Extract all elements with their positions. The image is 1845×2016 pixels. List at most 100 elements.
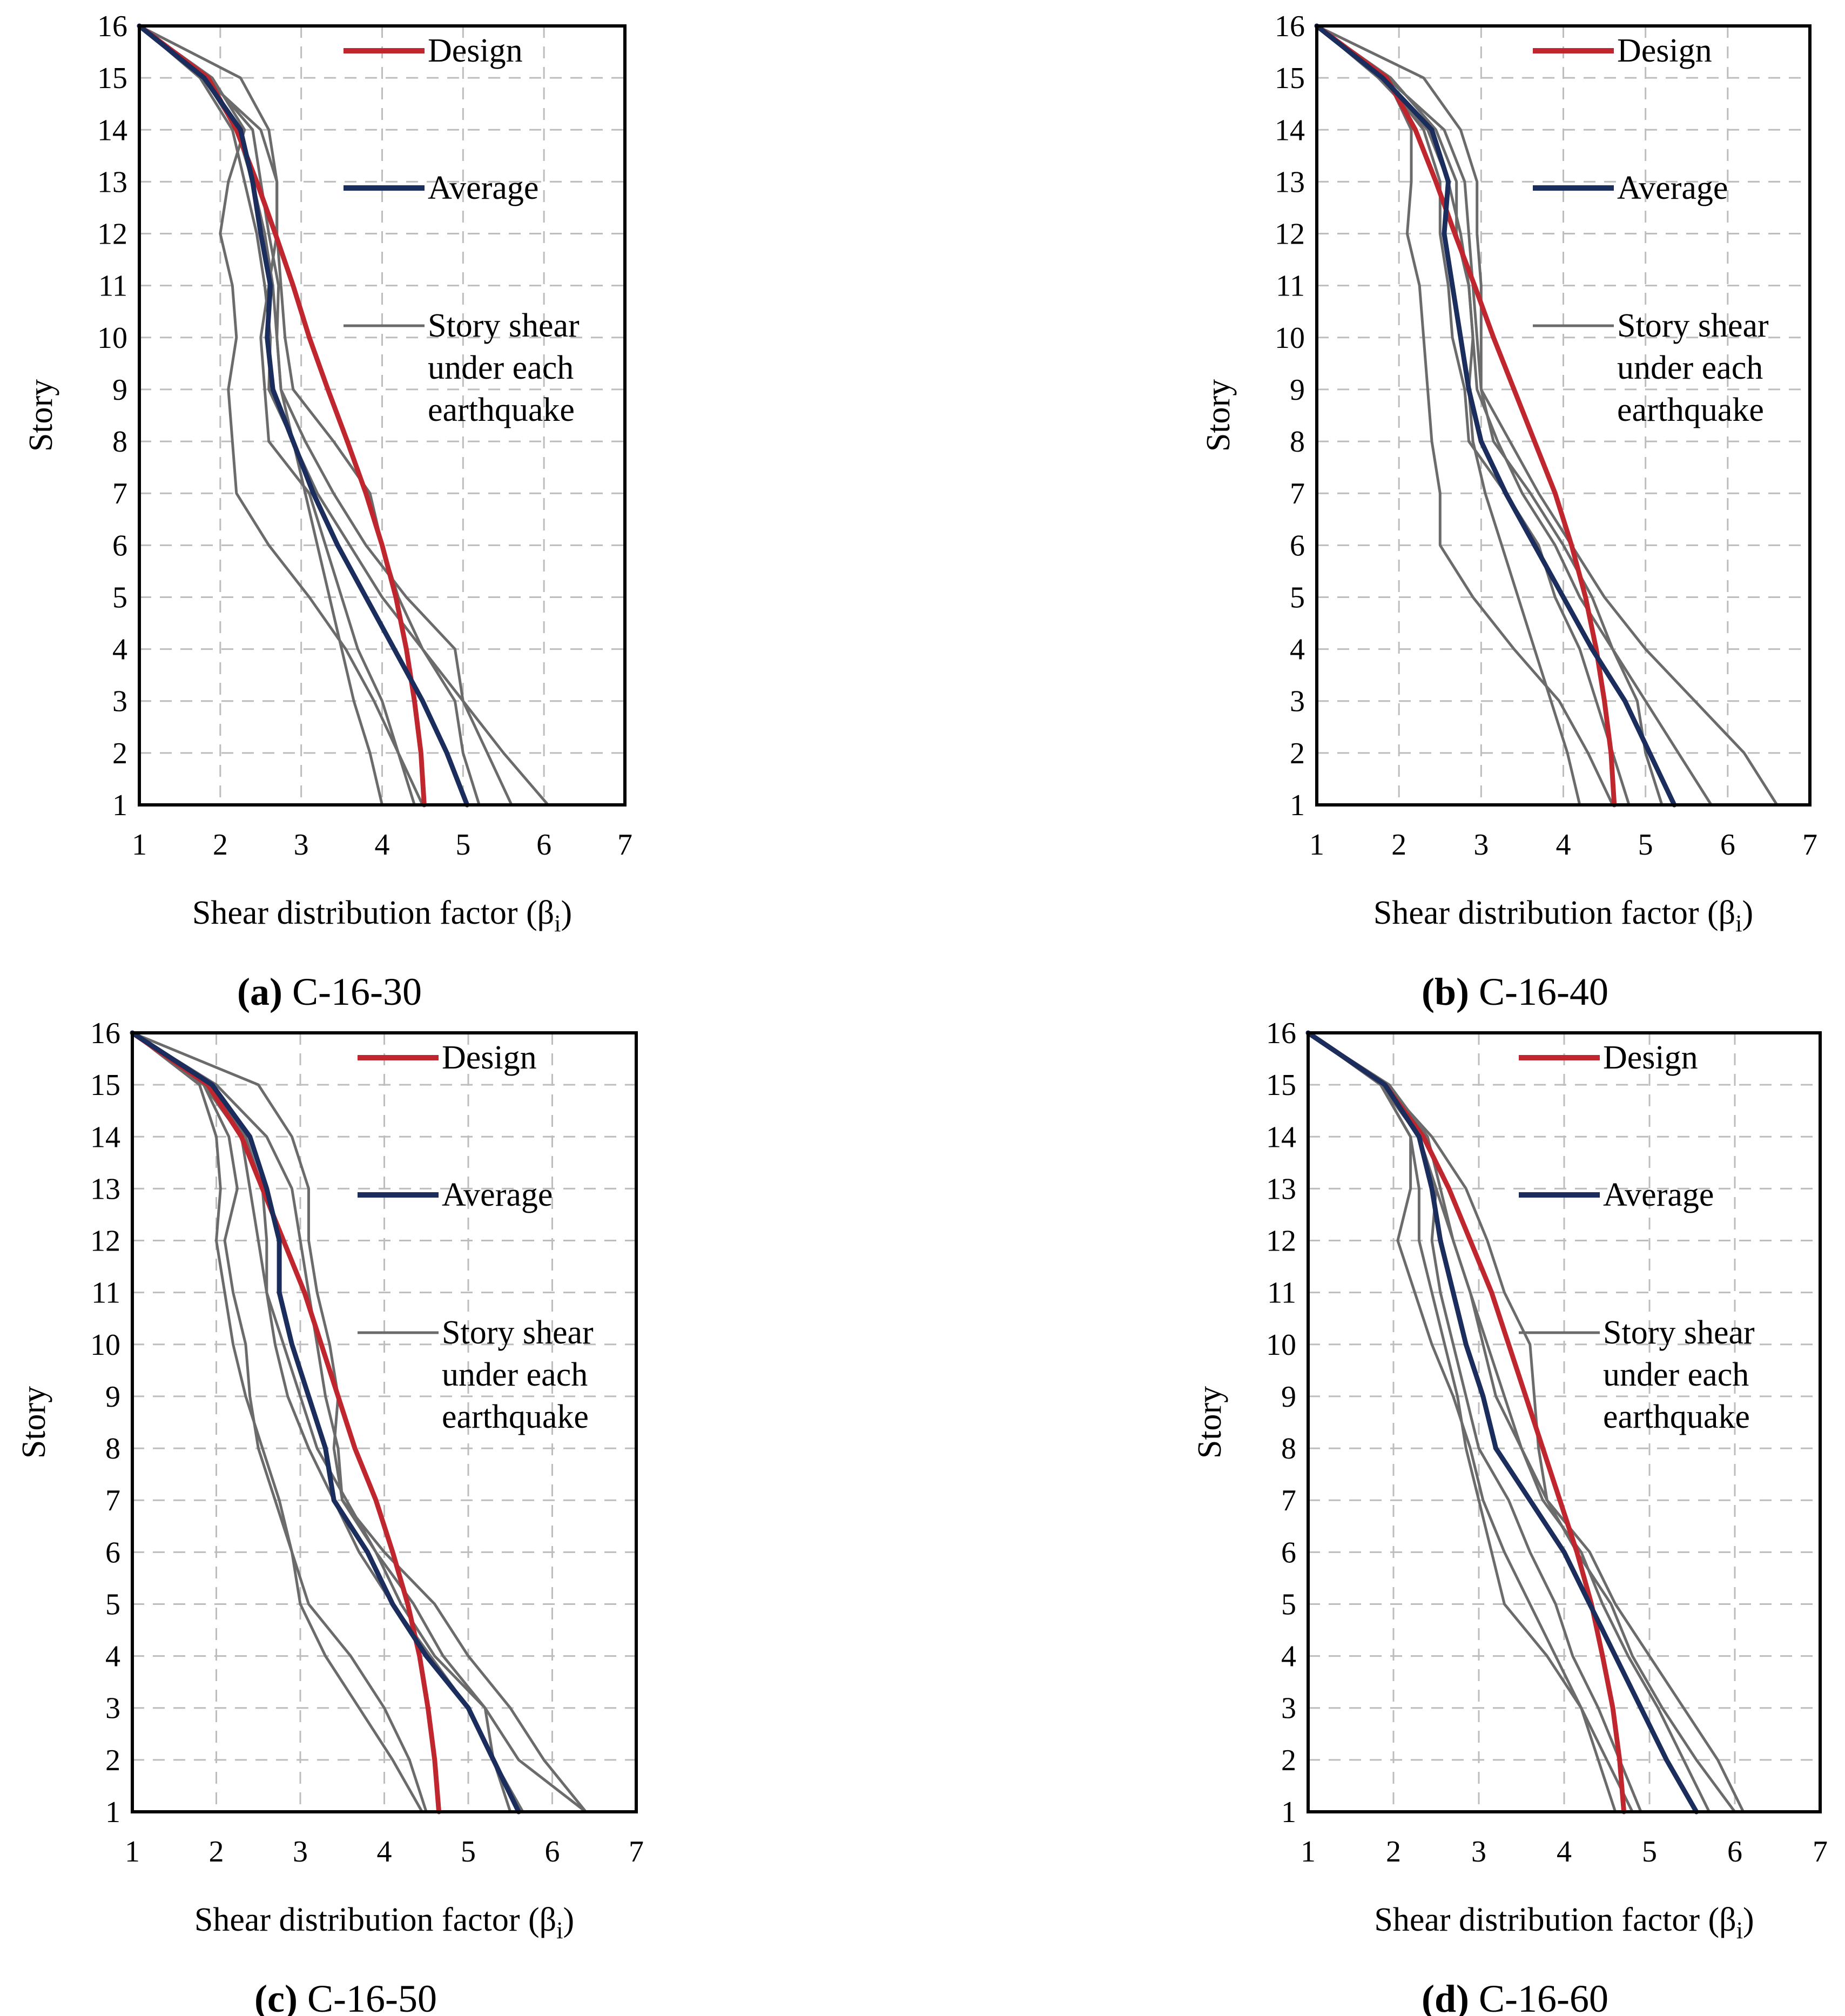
chart-a-ytick-label: 7 (112, 477, 127, 510)
chart-b-series-eq6 (1315, 24, 1631, 807)
chart-b-ytick-label: 10 (1275, 321, 1305, 355)
chart-c-ytick-label: 11 (91, 1276, 120, 1310)
chart-c-xtick-label: 1 (125, 1835, 140, 1869)
chart-b-ytick-label: 6 (1290, 529, 1305, 562)
chart-b-series-eq1 (1315, 24, 1581, 807)
chart-d-legend-design-label: Design (1603, 1039, 1698, 1076)
chart-d-ylabel: Story (1191, 1386, 1228, 1459)
chart-a-plot-frame (138, 24, 627, 807)
chart-c-legend-eq-label: earthquake (442, 1399, 589, 1435)
chart-c-ytick-label: 13 (90, 1172, 120, 1206)
chart-c-ylabel: Story (16, 1386, 52, 1459)
chart-c-xtick-label: 6 (545, 1835, 560, 1869)
chart-c-ytick-label: 7 (105, 1484, 120, 1517)
chart-c-legend-average-label: Average (442, 1177, 553, 1213)
chart-b-series-eq5 (1315, 24, 1664, 807)
chart-c-xtick-label: 7 (629, 1835, 644, 1869)
chart-b-ytick-label: 9 (1290, 373, 1305, 407)
chart-d-ytick-label: 3 (1281, 1692, 1296, 1725)
chart-c-series-design (130, 1030, 442, 1815)
chart-a-series-eq2 (138, 24, 424, 807)
chart-b-series-design (1314, 23, 1617, 808)
chart-d-ytick-label: 8 (1281, 1432, 1296, 1466)
chart-b-ytick-label: 14 (1275, 113, 1305, 147)
chart-b-xtick-label: 3 (1473, 828, 1489, 862)
chart-b-ytick-label: 11 (1276, 270, 1305, 303)
chart-c-ytick-label: 3 (105, 1692, 120, 1725)
chart-b-legend: Design Average Story shear under each earthq… (1533, 32, 1769, 428)
chart-a-xlabel: Shear distribution factor (βi) (192, 895, 572, 937)
chart-d-xtick-label: 5 (1642, 1835, 1657, 1869)
chart-c-xtick-label: 3 (293, 1835, 308, 1869)
chart-a-series-eq1 (138, 24, 383, 807)
chart-d-legend-eq-label: earthquake (1603, 1399, 1750, 1435)
chart-a-legend-eq-label: under each (428, 350, 574, 386)
chart-a-xtick-label: 3 (294, 828, 309, 862)
chart-a-ytick-label: 1 (112, 789, 127, 822)
chart-d-ytick-label: 1 (1281, 1796, 1296, 1829)
chart-c-ytick-label: 10 (90, 1328, 120, 1362)
chart-b-xlabel: Shear distribution factor (βi) (1373, 895, 1753, 937)
chart-c-series-eq3 (131, 1031, 588, 1813)
chart-b-ytick-label: 15 (1275, 62, 1305, 95)
chart-d-plot-frame (1307, 1031, 1822, 1813)
chart-d-ytick-label: 7 (1281, 1484, 1296, 1517)
chart-a-ytick-label: 4 (112, 633, 127, 667)
chart-b-series-eq2 (1315, 24, 1614, 807)
chart-d-ytick-label: 13 (1266, 1172, 1296, 1206)
chart-b-ytick-label: 13 (1275, 165, 1305, 199)
chart-c-ytick-label: 16 (90, 1017, 120, 1050)
chart-d-ytick-label: 2 (1281, 1744, 1296, 1777)
chart-b-xtick-label: 6 (1720, 828, 1735, 862)
chart-d-caption: (d) C-16-60 (1422, 1977, 1608, 2016)
chart-d-ytick-label: 10 (1266, 1328, 1296, 1362)
chart-c-series-eq5 (131, 1031, 588, 1813)
chart-c-plot-frame (131, 1031, 638, 1813)
chart-a-xtick-label: 7 (617, 828, 632, 862)
chart-c-ytick-label: 1 (105, 1796, 120, 1829)
chart-c-ytick-label: 15 (90, 1069, 120, 1102)
chart-d-ytick-label: 16 (1266, 1017, 1296, 1050)
chart-d-legend-average-label: Average (1603, 1177, 1714, 1213)
chart-a-legend-eq-label: earthquake (428, 392, 575, 428)
chart-b-legend-design-label: Design (1617, 32, 1712, 69)
chart-a-ytick-label: 9 (112, 373, 127, 407)
chart-c-ytick-label: 4 (105, 1640, 120, 1674)
chart-c-series-eq6 (131, 1031, 423, 1813)
chart-b-series-eq4 (1315, 24, 1779, 807)
chart-a-xtick-label: 2 (213, 828, 228, 862)
chart-d-xtick-label: 3 (1471, 1835, 1486, 1869)
chart-c-xtick-label: 4 (377, 1835, 392, 1869)
chart-d-series-eq6 (1307, 1031, 1634, 1813)
chart-d-xtick-label: 1 (1301, 1835, 1316, 1869)
chart-b-legend-eq-label: earthquake (1617, 392, 1764, 428)
chart-a-ytick-label: 14 (97, 113, 127, 147)
chart-a-ytick-label: 3 (112, 685, 127, 718)
chart-d-ytick-label: 5 (1281, 1588, 1296, 1621)
chart-d-legend: Design Average Story shear under each earthq… (1519, 1039, 1755, 1435)
chart-b-ytick-label: 5 (1290, 581, 1305, 614)
chart-a-ytick-label: 15 (97, 62, 127, 95)
chart-d-series-design (1305, 1030, 1627, 1815)
chart-b-ytick-label: 7 (1290, 477, 1305, 510)
chart-d-ytick-label: 15 (1266, 1069, 1296, 1102)
chart-a-ytick-label: 13 (97, 165, 127, 199)
chart-a-ytick-label: 16 (97, 10, 127, 43)
chart-b-ytick-label: 12 (1275, 218, 1305, 251)
chart-a-ytick-label: 12 (97, 218, 127, 251)
chart-a-xtick-label: 5 (455, 828, 470, 862)
chart-c-caption: (c) C-16-50 (254, 1977, 437, 2016)
chart-a-ylabel: Story (23, 379, 59, 452)
chart-b-ylabel: Story (1200, 379, 1237, 452)
chart-c-legend: Design Average Story shear under each earthq… (358, 1039, 594, 1435)
chart-c-legend-design-label: Design (442, 1039, 537, 1076)
chart-b-ytick-label: 1 (1290, 789, 1305, 822)
chart-a-ytick-label: 2 (112, 737, 127, 770)
chart-a-ytick-label: 11 (98, 270, 127, 303)
chart-a-ytick-label: 10 (97, 321, 127, 355)
chart-c-ytick-label: 6 (105, 1536, 120, 1569)
chart-a-xtick-label: 4 (375, 828, 390, 862)
chart-b-ytick-label: 8 (1290, 425, 1305, 459)
